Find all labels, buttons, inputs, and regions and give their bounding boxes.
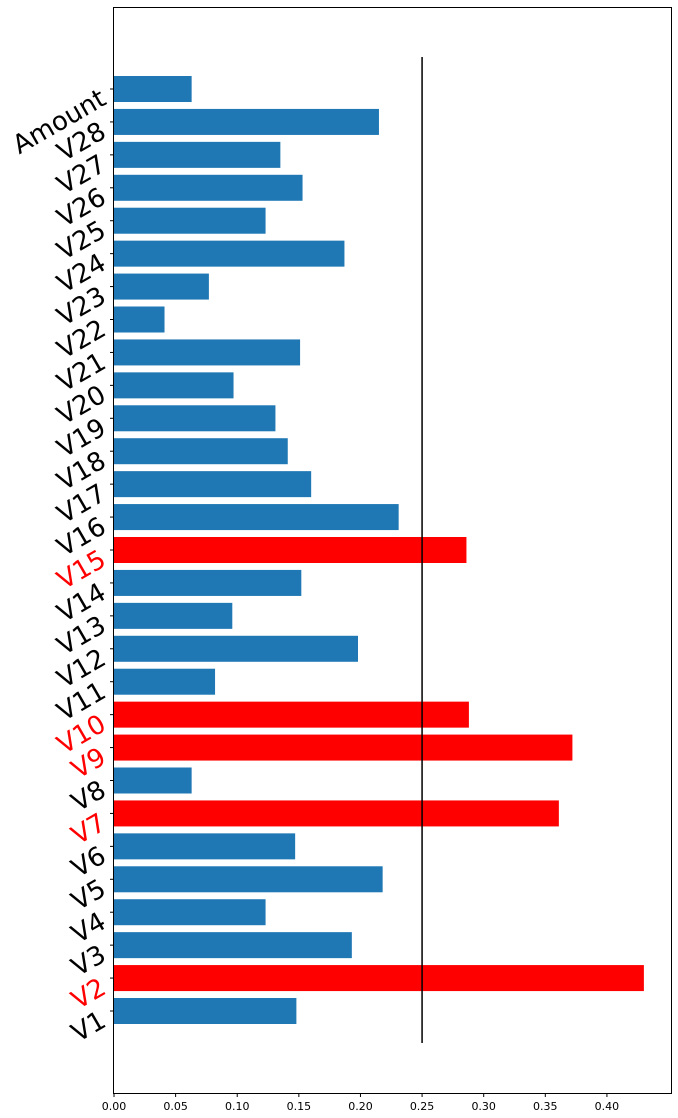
bar-v6	[114, 833, 296, 860]
y-tick-label-v7: V7	[67, 808, 112, 851]
x-tick-label: 0.35	[533, 1100, 558, 1113]
x-tick-label: 0.30	[471, 1100, 496, 1113]
bar-v25	[114, 207, 266, 234]
bar-v7	[114, 800, 559, 827]
y-tick-label-v8: V8	[67, 775, 112, 818]
bar-v20	[114, 372, 234, 399]
bar-v18	[114, 438, 288, 465]
x-tick-label: 0.20	[348, 1100, 373, 1113]
bar-v3	[114, 932, 352, 959]
bar-v15	[114, 537, 467, 563]
y-tick-label-v4: V4	[67, 907, 112, 950]
bar-v19	[114, 405, 276, 432]
bar-v1	[114, 998, 297, 1024]
x-tick-label: 0.40	[595, 1100, 620, 1113]
x-tick-label: 0.10	[225, 1100, 250, 1113]
x-axis-ticks: 0.00 0.05 0.10 0.15 0.20 0.25 0.30 0.35 0.40	[102, 1093, 619, 1113]
bar-v23	[114, 273, 209, 300]
bar-v16	[114, 504, 399, 531]
bar-v21	[114, 339, 301, 366]
bar-v24	[114, 240, 345, 267]
bar-v12	[114, 635, 358, 662]
y-tick-label-v3: V3	[67, 940, 112, 983]
bar-amount	[114, 76, 192, 102]
bar-v11	[114, 668, 216, 695]
x-tick-label: 0.25	[410, 1100, 435, 1113]
bar-v26	[114, 174, 303, 201]
y-tick-label-v5: V5	[67, 874, 112, 917]
bar-v5	[114, 866, 383, 893]
bar-v9	[114, 734, 573, 761]
bar-v4	[114, 899, 266, 926]
bar-v8	[114, 767, 192, 794]
x-tick-label: 0.15	[287, 1100, 312, 1113]
x-tick-label: 0.05	[163, 1100, 188, 1113]
x-tick-label: 0.00	[102, 1100, 127, 1113]
y-tick-label-v2: V2	[67, 973, 112, 1016]
y-tick-label-v1: V1	[67, 1006, 112, 1049]
bar-v13	[114, 602, 233, 629]
y-axis-labels: V1V2V3V4V5V6V7V8V9V10V11V12V13V14V15V16V…	[8, 84, 114, 1049]
bar-v27	[114, 141, 281, 168]
y-tick-label-v6: V6	[67, 841, 112, 884]
bar-v28	[114, 108, 379, 135]
bar-v17	[114, 471, 312, 498]
bar-v10	[114, 701, 469, 728]
bars-group	[114, 76, 644, 1024]
bar-v2	[114, 965, 644, 992]
bar-v22	[114, 306, 165, 333]
bar-v14	[114, 569, 302, 596]
